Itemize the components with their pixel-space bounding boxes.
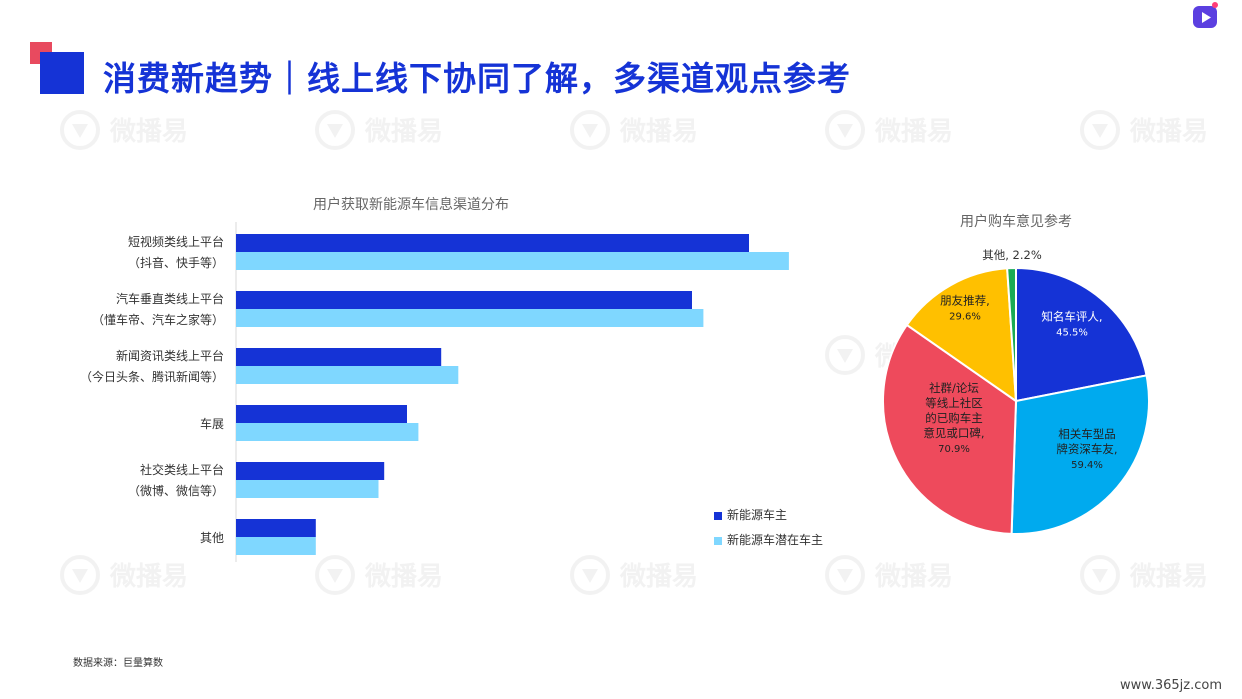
pie-chart-title: 用户购车意见参考 <box>960 214 1072 230</box>
watermark-icon <box>315 555 355 595</box>
watermark-icon <box>1080 555 1120 595</box>
bar-potential <box>236 537 316 555</box>
watermark-icon-mark <box>72 124 88 138</box>
bar-category-label: 短视频类线上平台 <box>127 235 224 249</box>
legend-swatch-potential <box>714 536 722 545</box>
page-title: 消费新趋势｜线上线下协同了解，多渠道观点参考 <box>103 59 851 98</box>
title-decor-blue <box>40 52 84 94</box>
watermark-icon <box>825 555 865 595</box>
watermark-text: 微播易 <box>109 561 188 592</box>
watermark-icon-mark <box>837 569 853 583</box>
watermark-icon <box>60 110 100 150</box>
watermark-icon-mark <box>582 124 598 138</box>
watermark-logo: 微播易 <box>60 555 188 595</box>
bar-potential <box>236 480 379 498</box>
watermark-icon <box>60 555 100 595</box>
watermark-logo: 微播易 <box>60 110 188 150</box>
bar-category-label: 汽车垂直类线上平台 <box>115 292 224 306</box>
bar-category-sublabel: （微博、微信等） <box>127 484 224 498</box>
pie-data-label: 59.4% <box>1071 460 1103 471</box>
watermark-logo: 微播易 <box>570 110 698 150</box>
bar-owner <box>236 348 442 366</box>
bar-category-sublabel: （今日头条、腾讯新闻等） <box>79 370 224 384</box>
brand-logo-icon <box>1193 2 1218 28</box>
watermark-icon <box>825 335 865 375</box>
watermark-text: 微播易 <box>874 561 953 592</box>
pie-data-label: 29.6% <box>949 312 981 323</box>
bar-category-label: 社交类线上平台 <box>139 463 224 477</box>
pie-data-label: 相关车型品 <box>1058 427 1116 441</box>
pie-data-label: 70.9% <box>938 444 970 455</box>
bar-category-label: 车展 <box>199 417 224 431</box>
pie-data-label: 社群/论坛 <box>929 381 979 395</box>
watermark-logo: 微播易 <box>825 110 953 150</box>
pie-data-label: 意见或口碑, <box>923 426 984 440</box>
bar-owner <box>236 462 385 480</box>
watermark-text: 微播易 <box>619 116 698 147</box>
watermark-icon <box>825 110 865 150</box>
watermark-logo: 微播易 <box>570 555 698 595</box>
watermark-text: 微播易 <box>364 561 443 592</box>
watermark-icon <box>315 110 355 150</box>
bar-potential <box>236 423 419 441</box>
legend-label-potential: 新能源车潜在车主 <box>727 533 824 547</box>
legend-item-owner: 新能源车主 <box>714 506 787 523</box>
bar-potential <box>236 252 789 270</box>
watermark-logo: 微播易 <box>315 555 443 595</box>
legend-swatch-owner <box>714 511 722 520</box>
legend-item-potential: 新能源车潜在车主 <box>714 531 823 548</box>
watermark-icon-mark <box>582 569 598 583</box>
bar-potential <box>236 366 459 384</box>
bar-category-sublabel: （抖音、快手等） <box>127 256 224 270</box>
watermark-text: 微播易 <box>109 116 188 147</box>
bar-category-sublabel: （懂车帝、汽车之家等） <box>91 313 224 327</box>
pie-slice <box>905 267 1018 404</box>
watermark-icon <box>570 555 610 595</box>
bar-chart-title: 用户获取新能源车信息渠道分布 <box>313 197 509 213</box>
watermark-logo: 微播易 <box>825 555 953 595</box>
pie-data-label: 45.5% <box>1056 328 1088 339</box>
watermark-icon <box>1080 110 1120 150</box>
bar-owner <box>236 519 316 537</box>
pie-data-label: 牌资深车友, <box>1056 442 1117 456</box>
bar-owner <box>236 291 692 309</box>
pie-slice <box>1006 266 1017 402</box>
site-watermark: www.365jz.com <box>1120 678 1222 693</box>
watermark-text: 微播易 <box>874 116 953 147</box>
bar-category-label: 其他 <box>199 531 224 545</box>
watermark-icon-mark <box>837 124 853 138</box>
watermark-icon-mark <box>327 569 343 583</box>
watermark-logo: 微播易 <box>315 110 443 150</box>
bar-owner <box>236 234 749 252</box>
bar-potential <box>236 309 704 327</box>
legend-label-owner: 新能源车主 <box>727 508 788 522</box>
pie-data-label: 等线上社区 <box>925 396 983 410</box>
bar-category-label: 新闻资讯类线上平台 <box>115 349 224 363</box>
watermark-text: 微播易 <box>619 561 698 592</box>
watermark-icon-mark <box>1092 569 1108 583</box>
watermark-icon-mark <box>837 349 853 363</box>
watermark-icon-mark <box>72 569 88 583</box>
pie-data-label: 其他, 2.2% <box>982 248 1042 262</box>
watermark-text: 微播易 <box>364 116 443 147</box>
pie-data-label: 知名车评人, <box>1041 310 1102 324</box>
watermark-logo: 微播易 <box>1080 110 1208 150</box>
pie-slice <box>1010 374 1150 535</box>
pie-slice <box>882 323 1018 535</box>
watermark-icon-mark <box>327 124 343 138</box>
watermark-icon-mark <box>1092 124 1108 138</box>
watermark-logo: 微播易 <box>1080 555 1208 595</box>
watermark-text: 微播易 <box>1129 561 1208 592</box>
watermark-text: 微播易 <box>1129 116 1208 147</box>
data-source: 数据来源：巨量算数 <box>73 658 163 669</box>
watermark-icon <box>570 110 610 150</box>
pie-data-label: 的已购车主 <box>925 411 983 425</box>
bar-owner <box>236 405 407 423</box>
pie-data-label: 朋友推荐, <box>940 294 990 308</box>
pie-slice <box>1015 266 1148 403</box>
